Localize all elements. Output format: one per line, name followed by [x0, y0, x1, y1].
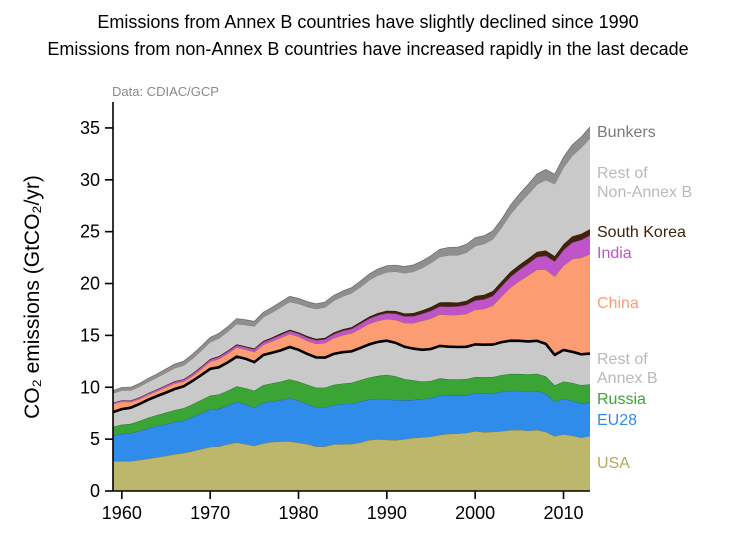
x-tick-label: 2000	[455, 503, 495, 523]
y-tick-label: 35	[80, 118, 100, 138]
y-tick-label: 10	[80, 377, 100, 397]
edge-bunkers	[112, 126, 591, 391]
area-russia	[113, 373, 590, 436]
x-tick-label: 1990	[367, 503, 407, 523]
stacked-area-chart: 0 5 10 15 20 25 30 35 1960 1970 1980 1990 2000 2010	[80, 102, 591, 523]
y-tick-label: 25	[80, 222, 100, 242]
area-usa	[113, 429, 590, 491]
title-line-1: Emissions from Annex B countries have sl…	[97, 12, 639, 32]
y-tick-label: 30	[80, 170, 100, 190]
y-tick-label: 5	[90, 429, 100, 449]
figure-title: Emissions from Annex B countries have sl…	[0, 9, 736, 63]
area-eu28	[113, 390, 590, 462]
x-tick-label: 1980	[278, 503, 318, 523]
annex-b-total-line	[112, 339, 591, 414]
x-tick-label: 1970	[190, 503, 230, 523]
data-source-note: Data: CDIAC/GCP	[112, 84, 219, 99]
area-bunkers	[113, 126, 590, 394]
y-tick-label: 0	[90, 481, 100, 501]
x-tick-label: 1960	[102, 503, 142, 523]
y-tick-label: 20	[80, 274, 100, 294]
area-rest-of-non-annex-b	[113, 137, 590, 403]
area-rest-of-annex-b	[113, 340, 590, 427]
title-line-2: Emissions from non-Annex B countries hav…	[47, 39, 689, 59]
x-tick-label: 2010	[543, 503, 583, 523]
area-china	[113, 254, 590, 413]
y-tick-label: 15	[80, 325, 100, 345]
